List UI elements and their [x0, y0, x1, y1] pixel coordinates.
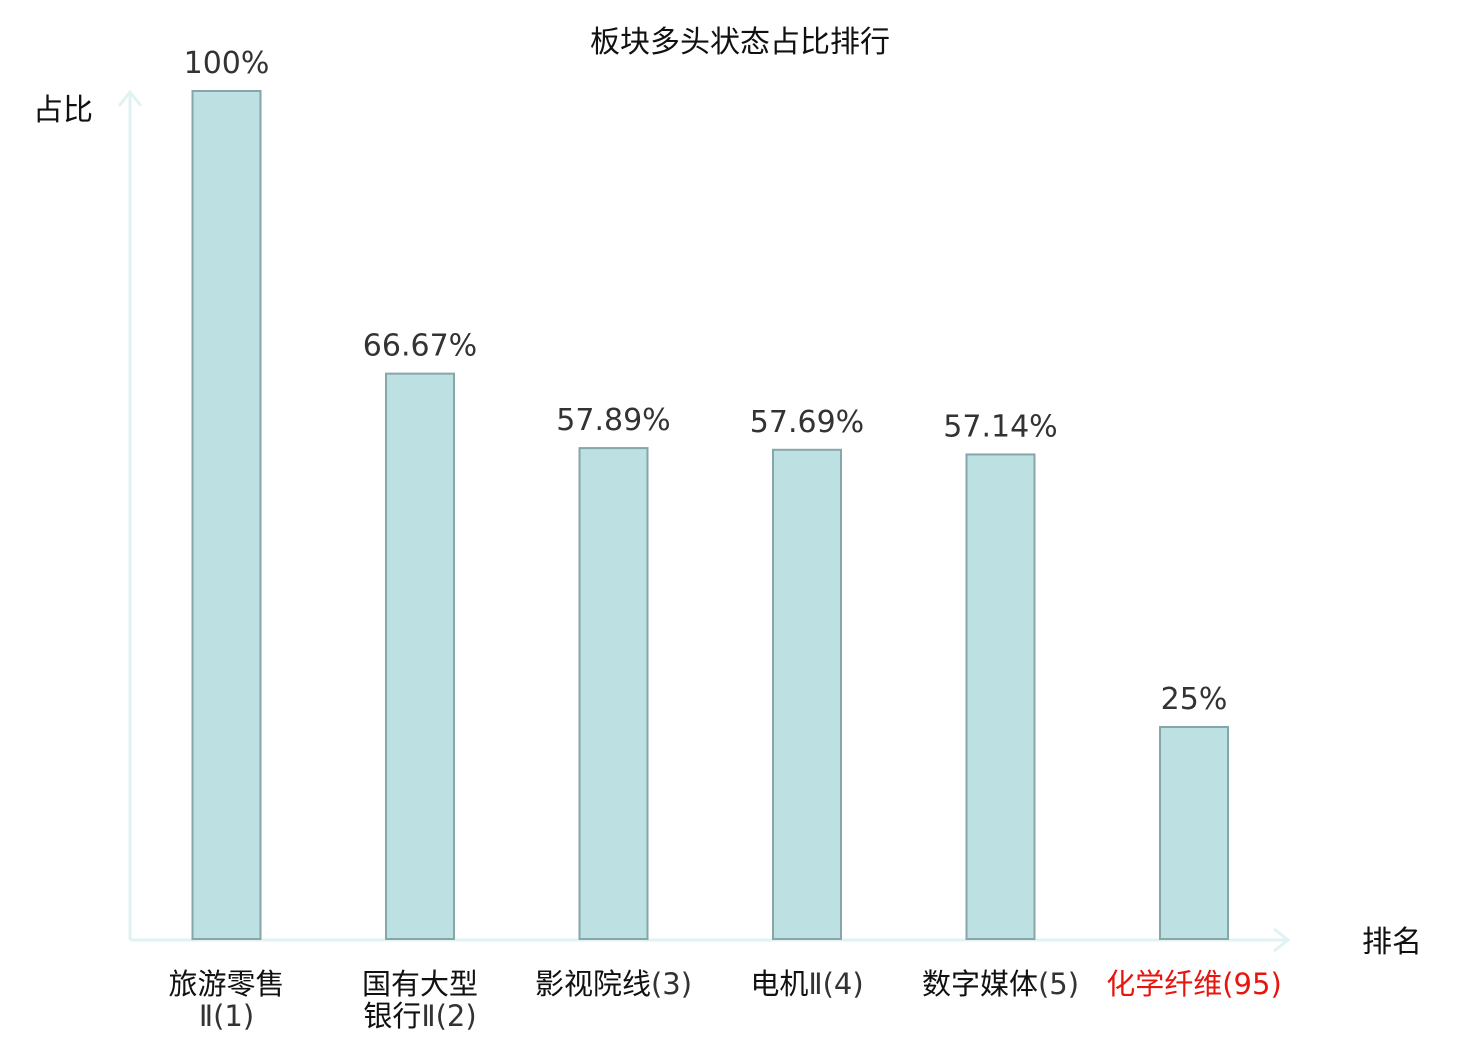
bars-group: [191, 90, 1229, 940]
category-label-1: 旅游零售 Ⅱ(1): [168, 967, 284, 1033]
category-label-3: 影视院线(3): [535, 967, 692, 1001]
bar-value-label-6: 25%: [1161, 682, 1228, 717]
bar-5: [965, 453, 1036, 940]
bar-value-label-2: 66.67%: [363, 329, 477, 364]
category-label-4: 电机Ⅱ(4): [750, 967, 863, 1001]
y-axis-label: 占比: [33, 93, 93, 128]
x-axis-label: 排名: [1362, 925, 1422, 960]
axes: [117, 89, 1291, 953]
bar-1: [191, 90, 262, 940]
category-label-2: 国有大型银行Ⅱ(2): [362, 967, 478, 1033]
bar-value-label-5: 57.14%: [943, 409, 1057, 444]
bar-2: [385, 372, 455, 940]
bar-3: [578, 447, 649, 940]
category-label-6: 化学纤维(95): [1106, 967, 1282, 1001]
bar-6: [1159, 726, 1229, 940]
category-label-5: 数字媒体(5): [922, 967, 1079, 1001]
chart-title: 板块多头状态占比排行: [590, 25, 890, 60]
bar-4: [772, 448, 842, 940]
category-labels-group: 旅游零售 Ⅱ(1) 国有大型银行Ⅱ(2) 影视院线(3) 电机Ⅱ(4) 数字媒体(5) 化学…: [168, 967, 1281, 1033]
bar-value-label-4: 57.69%: [750, 405, 864, 440]
value-labels-group: 100% 66.67% 57.89% 57.69% 57.14% 25%: [184, 46, 1228, 717]
bar-value-label-1: 100%: [184, 46, 270, 81]
bar-value-label-3: 57.89%: [556, 403, 670, 438]
x-axis-arrow: [1273, 927, 1291, 953]
y-axis-arrow: [117, 89, 143, 107]
